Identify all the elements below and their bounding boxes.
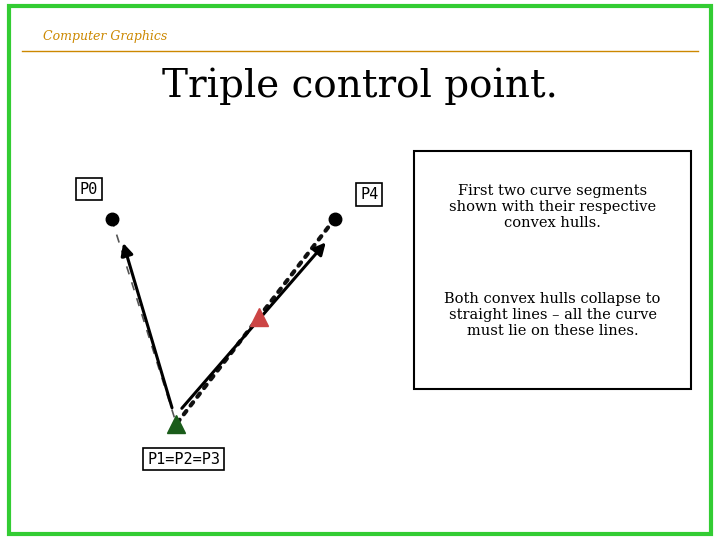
Bar	[414, 151, 691, 389]
Text: P0: P0	[79, 181, 98, 197]
Text: Computer Graphics: Computer Graphics	[43, 30, 168, 43]
Text: P1=P2=P3: P1=P2=P3	[147, 451, 220, 467]
Text: First two curve segments
shown with their respective
convex hulls.: First two curve segments shown with thei…	[449, 184, 656, 230]
Text: Triple control point.: Triple control point.	[162, 68, 558, 105]
Text: P4: P4	[360, 187, 379, 202]
Text: Both convex hulls collapse to
straight lines – all the curve
must lie on these l: Both convex hulls collapse to straight l…	[444, 292, 661, 338]
